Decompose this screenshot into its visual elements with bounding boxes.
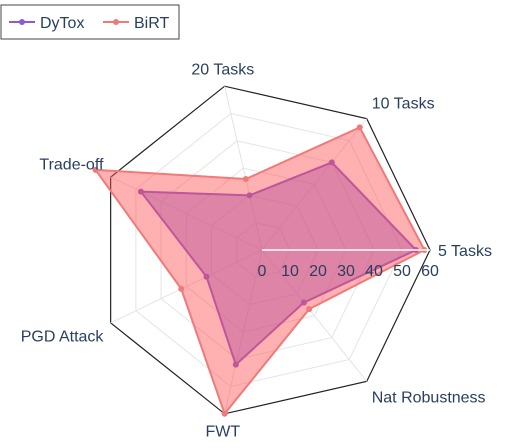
- spoke-5: [224, 249, 263, 414]
- spoke-6: [261, 249, 368, 382]
- legend-label-0: DyTox: [40, 15, 84, 32]
- point-0-5: [232, 361, 239, 368]
- spoke-2: [224, 86, 263, 251]
- legend-label-1: BiRT: [134, 15, 169, 32]
- tick-label-4: 40: [365, 263, 383, 280]
- point-0-4: [203, 273, 210, 280]
- tick-label-6: 60: [421, 263, 439, 280]
- spoke-3: [110, 176, 263, 251]
- axis-label-1: 10 Tasks: [372, 95, 435, 112]
- axis-label-4: PGD Attack: [21, 328, 105, 345]
- legend-item-1[interactable]: BiRT: [103, 15, 169, 32]
- radial-ticks: 0 10 20 30 40 50 60: [258, 249, 439, 280]
- axis-label-5: FWT: [206, 424, 241, 441]
- tick-label-3: 30: [337, 263, 355, 280]
- grid-ring-1: [236, 222, 291, 278]
- series-0: [137, 159, 419, 368]
- tick-label-5: 50: [393, 263, 411, 280]
- spoke-4: [110, 249, 263, 324]
- axis-label-6: Nat Robustness: [372, 390, 486, 407]
- outer-frame: [110, 85, 431, 415]
- point-1-3: [92, 166, 99, 173]
- tick-label-1: 10: [281, 263, 299, 280]
- tick-label-0: 0: [258, 263, 267, 280]
- axis-labels: 5 Tasks 10 Tasks 20 Tasks Trade-off PGD Atta…: [21, 61, 492, 440]
- grid-ring-2: [211, 194, 319, 306]
- series-area-0: [139, 161, 417, 366]
- point-1-5: [221, 410, 228, 417]
- axis-label-0: 5 Tasks: [438, 243, 492, 260]
- spoke-1: [261, 118, 368, 251]
- point-1-6: [306, 306, 313, 313]
- polar-grid: [110, 85, 431, 415]
- point-0-3: [137, 188, 144, 195]
- point-1-2: [242, 176, 249, 183]
- legend-item-0[interactable]: DyTox: [9, 15, 84, 32]
- series-layer: [92, 124, 428, 417]
- point-0-6: [300, 299, 307, 306]
- grid-ring-4: [160, 140, 375, 360]
- series-area-1: [94, 126, 426, 415]
- legend: DyTox BiRT: [0, 4, 180, 40]
- legend-marker-1: [113, 19, 119, 25]
- point-0-1: [328, 159, 335, 166]
- axis-label-2: 20 Tasks: [191, 61, 254, 78]
- point-1-4: [178, 285, 185, 292]
- tick-label-2: 20: [309, 263, 327, 280]
- series-1: [92, 124, 428, 417]
- point-1-1: [356, 124, 363, 131]
- point-0-2: [246, 192, 253, 199]
- axis-label-3: Trade-off: [39, 157, 104, 174]
- legend-marker-0: [19, 19, 25, 25]
- grid-ring-5: [135, 112, 403, 388]
